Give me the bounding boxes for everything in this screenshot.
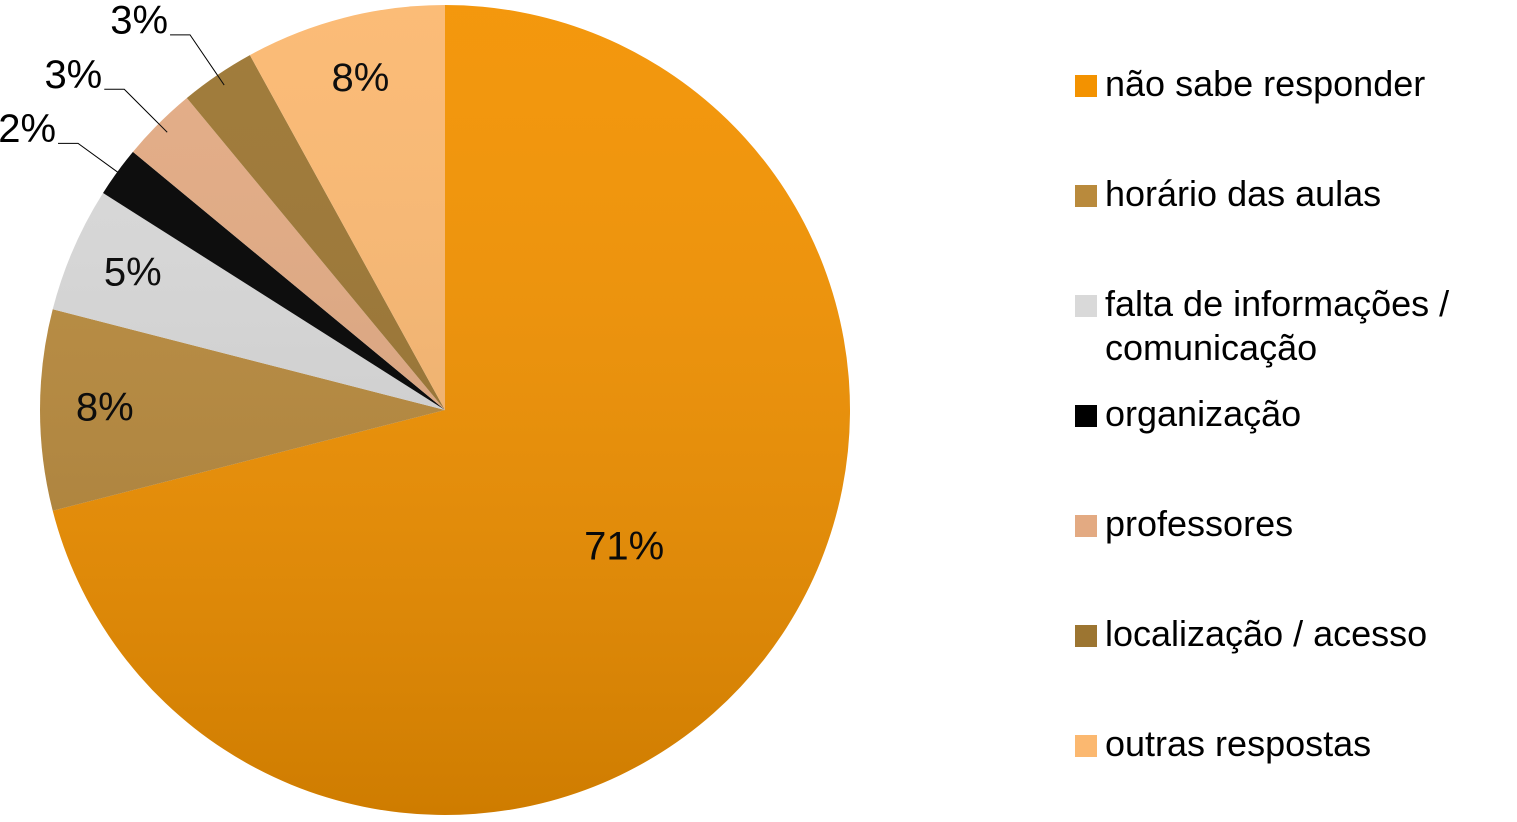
legend-swatch [1075, 625, 1097, 647]
data-label: 8% [76, 386, 134, 430]
legend-swatch [1075, 735, 1097, 757]
legend-item: falta de informações / comunicação [1075, 282, 1515, 370]
data-label: 3% [110, 0, 168, 42]
data-label: 5% [104, 250, 162, 294]
legend-label: outras respostas [1105, 723, 1372, 764]
legend-label: organização [1105, 393, 1302, 434]
data-label: 3% [44, 53, 102, 97]
legend-label: não sabe responder [1105, 63, 1426, 104]
legend-item: localização / acesso [1075, 612, 1515, 656]
legend-swatch [1075, 295, 1097, 317]
legend-item: não sabe responder [1075, 62, 1515, 106]
legend-swatch [1075, 75, 1097, 97]
legend-label: professores [1105, 503, 1294, 544]
data-label: 8% [331, 56, 389, 100]
data-label: 71% [584, 525, 664, 569]
data-label: 2% [0, 107, 56, 151]
legend-label: falta de informações / comunicação [1105, 283, 1450, 368]
legend-label: localização / acesso [1105, 613, 1428, 654]
legend-item: horário das aulas [1075, 172, 1515, 216]
legend-item: professores [1075, 502, 1515, 546]
legend-item: organização [1075, 392, 1515, 436]
legend-swatch [1075, 405, 1097, 427]
legend-swatch [1075, 515, 1097, 537]
legend-label: horário das aulas [1105, 173, 1382, 214]
legend-swatch [1075, 185, 1097, 207]
legend-item: outras respostas [1075, 722, 1515, 766]
